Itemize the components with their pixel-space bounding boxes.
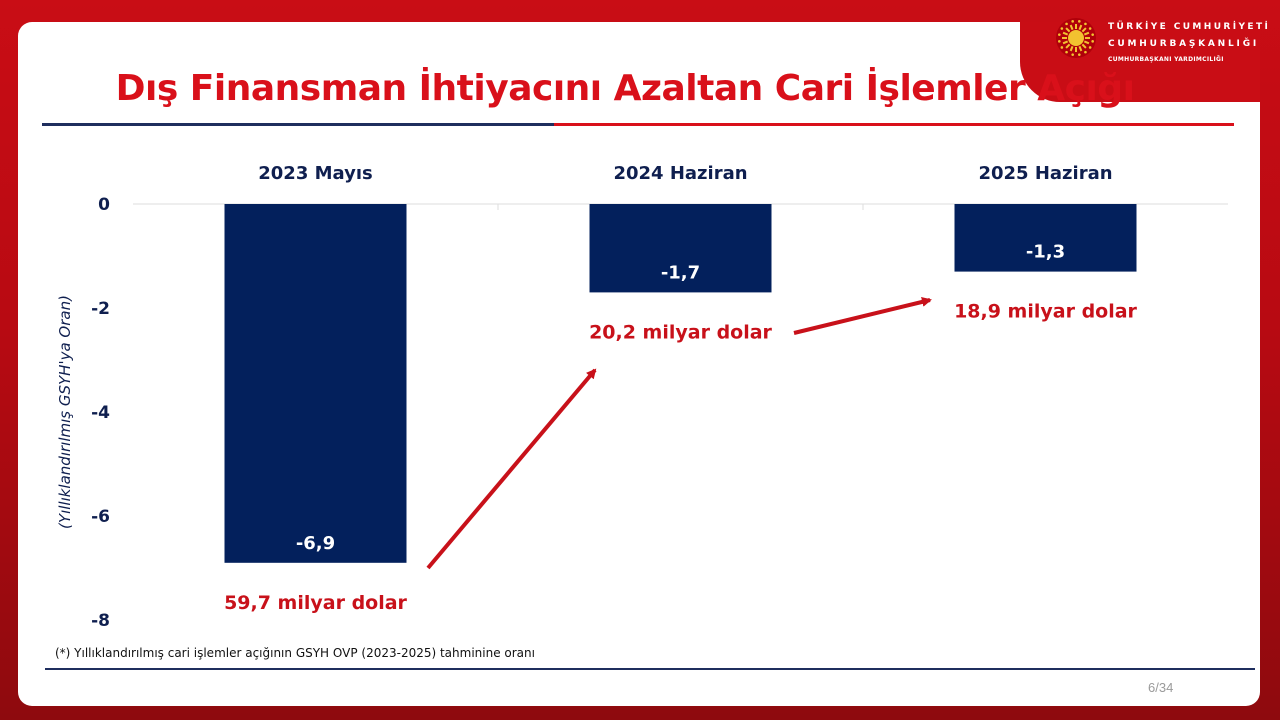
bar-value-label: -6,9 [296,533,335,554]
page-number: 6/34 [1148,680,1174,695]
org-name-line1: TÜRKİYE CUMHURİYETİ [1108,22,1271,32]
bar [589,204,772,293]
y-tick-label: -6 [91,507,110,527]
usd-amount-label: 18,9 milyar dolar [954,301,1137,323]
title-rule-red [554,123,1234,126]
category-label: 2023 Mayıs [258,163,373,184]
footnote: (*) Yıllıklandırılmış cari işlemler açığ… [55,646,535,660]
trend-arrow-1 [426,368,597,570]
org-name-line2: CUMHURBAŞKANLIĞI [1108,39,1260,49]
bottom-rule [45,668,1255,670]
org-name-line3: CUMHURBAŞKANI YARDIMCILIĞI [1108,56,1224,63]
bar-value-label: -1,3 [1026,242,1065,263]
y-axis-label: (Yıllıklandırılmış GSYH'ya Oran) [56,295,74,529]
trend-arrow-2 [793,297,932,335]
category-label: 2024 Haziran [613,163,747,184]
y-tick-label: -4 [91,403,110,423]
title-rule-navy [42,123,554,126]
usd-amount-label: 59,7 milyar dolar [224,592,407,614]
page-title: Dış Finansman İhtiyacını Azaltan Cari İş… [115,68,1135,109]
y-tick-label: 0 [98,195,110,215]
presidential-emblem-icon [1056,18,1096,58]
category-label: 2025 Haziran [978,163,1112,184]
y-tick-label: -8 [91,611,110,631]
y-tick-label: -2 [91,299,110,319]
bar [224,204,407,563]
bar-value-label: -1,7 [661,262,700,283]
bar [954,204,1137,272]
usd-amount-label: 20,2 milyar dolar [589,321,772,343]
